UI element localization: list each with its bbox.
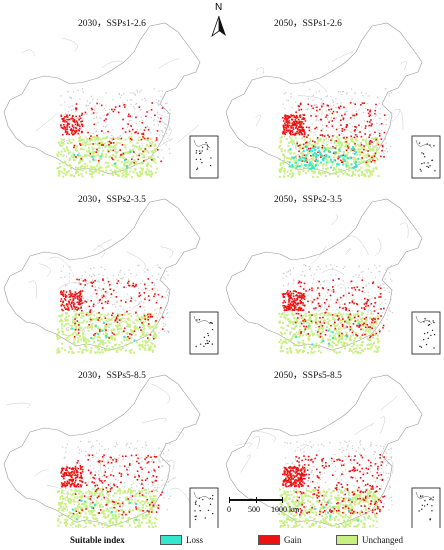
map-grid: [3, 22, 441, 528]
legend-label-unchanged: Unchanged: [362, 535, 403, 545]
panel-title-4: 2050，SSPs2-3.5: [274, 195, 342, 205]
scale-label-1000: 1000 km: [271, 505, 300, 514]
south-china-sea-inset: [411, 135, 441, 179]
north-arrow: N: [207, 2, 231, 38]
legend-swatch-loss: [160, 535, 182, 545]
panel-title-2: 2050，SSPs1-2.6: [274, 19, 342, 29]
legend-swatch-unchanged: [336, 535, 358, 545]
south-china-sea-inset: [411, 487, 441, 528]
north-label: N: [215, 2, 223, 13]
south-china-sea-inset: [411, 311, 441, 355]
legend-label-gain: Gain: [284, 535, 302, 545]
legend: Suitable index Loss Gain Unchanged: [0, 528, 444, 550]
china-outline: [225, 198, 423, 351]
china-outline: [3, 374, 201, 527]
legend-swatch-gain: [258, 535, 280, 545]
panel-title-3: 2030，SSPs2-3.5: [78, 195, 146, 205]
map-panel-4: [225, 198, 441, 355]
south-china-sea-inset: [189, 311, 219, 355]
scale-label-0: 0: [227, 505, 231, 514]
map-panel-6: [225, 374, 441, 528]
scale-label-500: 500: [248, 505, 260, 514]
panel-title-6: 2050，SSPs5-8.5: [274, 371, 342, 381]
south-china-sea-inset: [189, 487, 219, 528]
legend-label-loss: Loss: [186, 535, 204, 545]
legend-title: Suitable index: [70, 535, 125, 545]
south-china-sea-inset: [189, 135, 219, 179]
scale-bar: 0 500 1000 km: [225, 497, 325, 519]
map-panel-2: [225, 22, 441, 179]
panel-title-5: 2030，SSPs5-8.5: [78, 371, 146, 381]
map-panel-5: [3, 374, 219, 528]
china-outline: [3, 198, 201, 351]
panel-title-1: 2030，SSPs1-2.6: [78, 19, 146, 29]
china-outline: [3, 22, 201, 175]
map-panel-3: [3, 198, 219, 355]
map-panel-1: [3, 22, 219, 179]
